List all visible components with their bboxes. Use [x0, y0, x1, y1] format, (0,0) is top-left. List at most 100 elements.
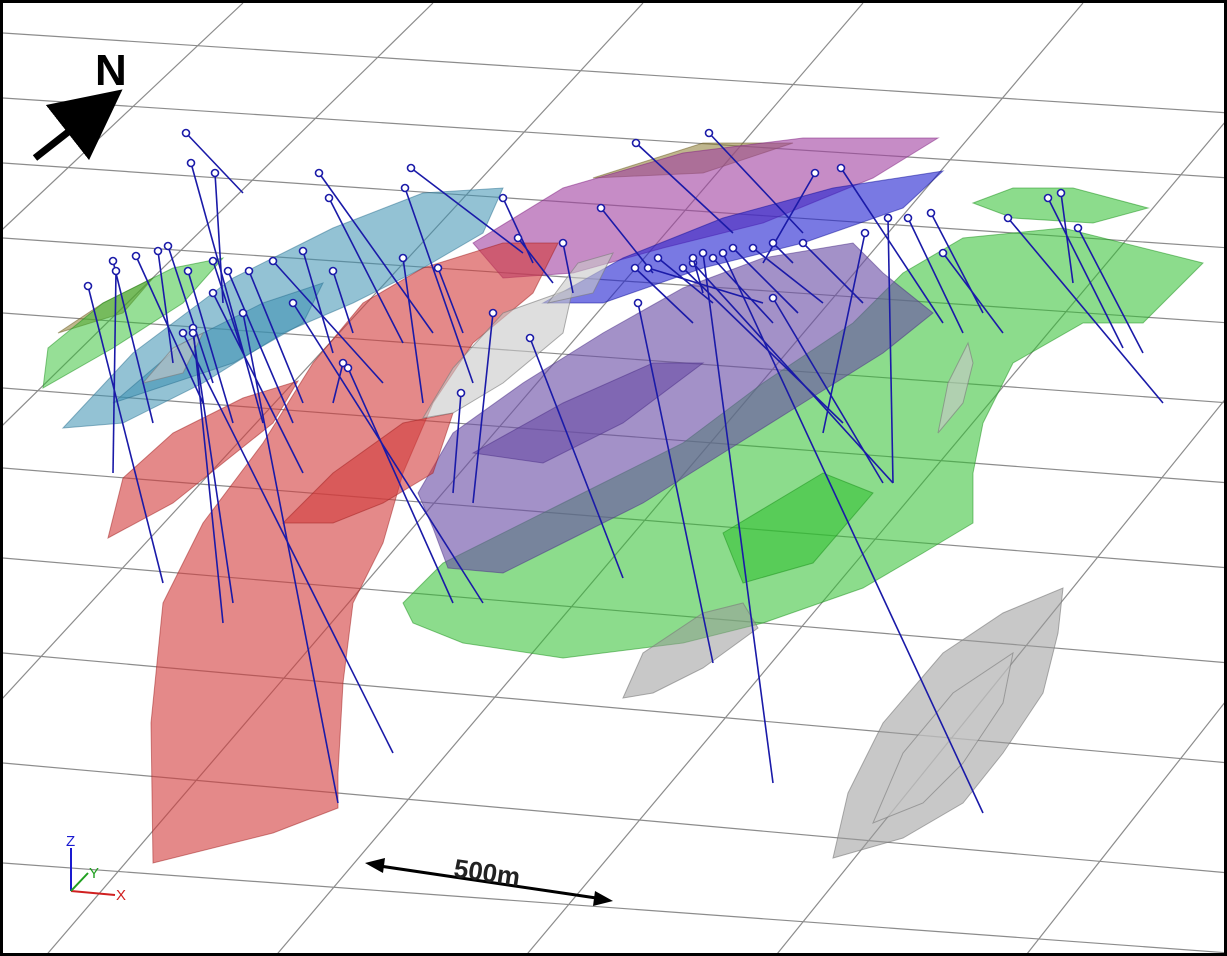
drillhole-collar-icon: [1003, 213, 1013, 223]
drillhole-trace: [347, 367, 454, 604]
drillhole-trace: [272, 260, 384, 384]
y-axis-label: Y: [89, 865, 99, 882]
drillhole-trace: [472, 312, 494, 504]
drillhole-trace: [762, 172, 816, 264]
drillhole-collar-icon: [298, 246, 308, 256]
z-axis-label: Z: [66, 833, 75, 850]
drillhole-collar-icon: [183, 266, 193, 276]
scale-bar-left-arrow-icon: [365, 858, 385, 873]
drillhole-collar-icon: [678, 263, 688, 273]
drillhole-collar-icon: [1056, 188, 1066, 198]
drillhole-trace: [802, 242, 864, 304]
drillhole-trace: [302, 250, 334, 354]
drillhole-trace: [722, 252, 984, 814]
drillhole-trace: [192, 332, 234, 604]
drillhole-collar-icon: [883, 213, 893, 223]
drillhole-trace: [135, 255, 204, 404]
drillhole-collar-icon: [400, 183, 410, 193]
drillhole-collar-icon: [643, 263, 653, 273]
drillhole-trace: [1007, 217, 1164, 404]
drillhole-trace: [1077, 227, 1144, 354]
x-axis-line: [70, 890, 116, 896]
drillhole-collar-icon: [903, 213, 913, 223]
north-label: N: [95, 46, 127, 95]
drillhole-trace: [752, 247, 824, 304]
drillhole-collar-icon: [324, 193, 334, 203]
drillhole-trace: [1060, 192, 1074, 284]
drillhole-trace: [712, 257, 774, 324]
drillhole-collar-icon: [343, 363, 353, 373]
drillhole-collar-icon: [288, 298, 298, 308]
drillhole-collar-icon: [728, 243, 738, 253]
drillhole-trace: [227, 270, 294, 424]
drillhole-collar-icon: [181, 128, 191, 138]
drillhole-collar-icon: [768, 238, 778, 248]
drillhole-trace: [772, 242, 794, 264]
drillhole-collar-icon: [108, 256, 118, 266]
drillhole-collar-icon: [244, 266, 254, 276]
drillhole-trace: [600, 207, 654, 274]
drillhole-trace: [930, 212, 984, 314]
drillhole-collar-icon: [860, 228, 870, 238]
drillhole-collar-icon: [131, 251, 141, 261]
drillhole-trace: [502, 197, 534, 264]
drillhole-trace: [157, 250, 174, 364]
drillhole-trace: [1047, 197, 1124, 349]
drillhole-trace: [112, 260, 154, 424]
drillhole-trace: [822, 232, 866, 434]
drillhole-trace: [332, 362, 344, 404]
drillhole-collar-icon: [768, 293, 778, 303]
drillhole-collar-icon: [83, 281, 93, 291]
drillhole-trace: [212, 260, 244, 354]
drillhole-collar-icon: [596, 203, 606, 213]
scale-label: 500m: [452, 853, 522, 892]
drillhole-collar-icon: [633, 298, 643, 308]
drillhole-collar-icon: [704, 128, 714, 138]
north-arrow-icon: [32, 89, 123, 161]
drillhole-trace: [214, 172, 224, 304]
drillhole-trace: [404, 187, 474, 384]
drillhole-collar-icon: [688, 253, 698, 263]
drillhole-collar-icon: [338, 358, 348, 368]
drillhole-trace: [242, 312, 339, 804]
drillhole-collar-icon: [810, 168, 820, 178]
drillhole-trace: [452, 392, 462, 494]
drillhole-collar-icon: [153, 246, 163, 256]
drillhole-trace: [517, 237, 554, 284]
geology-model-scene[interactable]: N 500m Z Y X: [3, 3, 1227, 956]
drillhole-trace: [248, 270, 304, 404]
drillhole-trace: [332, 270, 354, 334]
drillhole-collar-icon: [798, 238, 808, 248]
green-domain: [402, 187, 1204, 659]
drillhole-collar-icon: [525, 333, 535, 343]
drillhole-trace: [328, 197, 404, 344]
drillhole-trace: [708, 132, 804, 234]
drillhole-trace: [112, 270, 117, 474]
drillhole-collar-icon: [926, 208, 936, 218]
drillhole-collar-icon: [111, 266, 121, 276]
drillhole-trace: [292, 302, 484, 604]
drillhole-trace: [318, 172, 434, 334]
drillhole-collar-icon: [178, 328, 188, 338]
drillhole-collar-icon: [938, 248, 948, 258]
drillhole-trace: [529, 337, 624, 579]
drillhole-collar-icon: [163, 241, 173, 251]
drillhole-trace: [192, 327, 224, 624]
drillhole-collar-icon: [314, 168, 324, 178]
drillhole-collar-icon: [210, 168, 220, 178]
drillhole-trace: [167, 245, 214, 384]
drillhole-collar-icon: [1043, 193, 1053, 203]
drillhole-collar-icon: [513, 233, 523, 243]
drillhole-collar-icon: [488, 308, 498, 318]
axis-triad: Z Y X: [66, 833, 126, 904]
drillhole-trace: [702, 252, 774, 784]
drillhole-trace: [942, 252, 1004, 334]
drillhole-collar-icon: [456, 388, 466, 398]
drillhole-collar-icon: [433, 263, 443, 273]
drillhole-trace: [692, 257, 704, 294]
ore-domain-solids: [42, 137, 1204, 864]
drillhole-trace: [402, 257, 424, 404]
drillhole-trace: [410, 167, 524, 254]
drillhole-trace: [185, 132, 244, 194]
